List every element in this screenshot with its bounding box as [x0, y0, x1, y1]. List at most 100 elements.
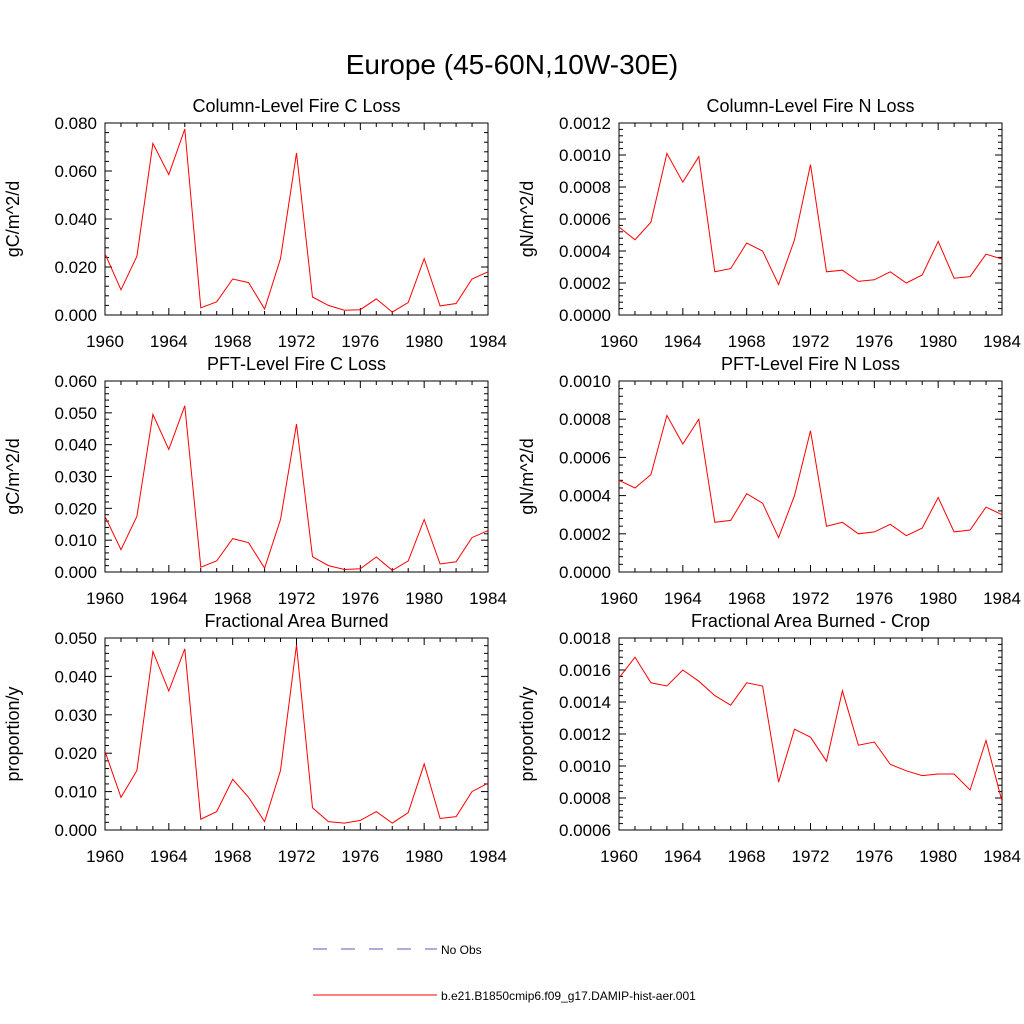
y-axis-label: gC/m^2/d	[3, 438, 23, 514]
y-tick-label: 0.050	[54, 629, 97, 648]
chart-panel: 1960 1964 1968 1972 1976 1980 1984 0.000 0.020 0.…	[3, 96, 507, 351]
y-axis-label: gC/m^2/d	[3, 181, 23, 257]
y-tick-label: 0.030	[54, 706, 97, 725]
y-tick-label: 0.040	[54, 210, 97, 229]
y-tick-label: 0.080	[54, 114, 97, 133]
y-tick-label: 0.0014	[559, 693, 611, 712]
series-line	[105, 405, 488, 572]
chart-panel: 1960 1964 1968 1972 1976 1980 1984 0.0000 0.0002…	[517, 96, 1021, 351]
series-line	[105, 128, 488, 313]
plot-frame	[618, 122, 1003, 316]
x-tick-label: 1980	[405, 332, 443, 351]
y-tick-label: 0.0008	[559, 789, 611, 808]
y-tick-label: 0.0006	[559, 210, 611, 229]
y-axis-label: gN/m^2/d	[517, 181, 537, 257]
legend-no-obs-label: No Obs	[441, 943, 482, 957]
y-tick-label: 0.000	[54, 563, 97, 582]
x-tick-label: 1972	[278, 847, 316, 866]
panel-title: PFT-Level Fire N Loss	[721, 354, 900, 374]
x-tick-label: 1964	[150, 332, 188, 351]
plot-frame	[104, 637, 489, 831]
x-tick-label: 1964	[664, 847, 702, 866]
y-tick-label: 0.020	[54, 499, 97, 518]
series-line	[105, 644, 488, 824]
x-tick-label: 1976	[855, 847, 893, 866]
y-axis-label: proportion/y	[517, 686, 537, 781]
chart-panel: 1960 1964 1968 1972 1976 1980 1984 0.0006 0.0008…	[517, 611, 1021, 866]
x-tick-label: 1960	[86, 332, 124, 351]
panel-title: Column-Level Fire C Loss	[192, 96, 400, 116]
x-tick-label: 1960	[86, 589, 124, 608]
y-tick-label: 0.0010	[559, 146, 611, 165]
panel-title: Fractional Area Burned - Crop	[691, 611, 930, 631]
x-tick-label: 1972	[792, 589, 830, 608]
x-tick-label: 1980	[405, 847, 443, 866]
x-tick-label: 1972	[278, 332, 316, 351]
x-tick-label: 1972	[792, 847, 830, 866]
x-tick-label: 1960	[600, 847, 638, 866]
x-tick-label: 1960	[600, 332, 638, 351]
plot-frame	[104, 380, 489, 573]
y-tick-label: 0.040	[54, 436, 97, 455]
y-tick-label: 0.0008	[559, 410, 611, 429]
y-tick-label: 0.0012	[559, 725, 611, 744]
x-tick-label: 1968	[728, 332, 766, 351]
y-tick-label: 0.000	[54, 306, 97, 325]
x-tick-label: 1980	[919, 847, 957, 866]
x-tick-label: 1976	[341, 589, 379, 608]
panel-title: PFT-Level Fire C Loss	[207, 354, 386, 374]
plot-frame	[618, 637, 1003, 831]
x-tick-label: 1968	[214, 589, 252, 608]
x-tick-label: 1984	[983, 332, 1021, 351]
plot-frame	[618, 380, 1003, 573]
y-tick-label: 0.0004	[559, 487, 611, 506]
chart-panel: 1960 1964 1968 1972 1976 1980 1984 0.0000 0.0002…	[517, 354, 1021, 608]
x-tick-label: 1976	[855, 589, 893, 608]
x-tick-label: 1964	[150, 589, 188, 608]
chart-panel: 1960 1964 1968 1972 1976 1980 1984 0.000 0.010 0.…	[3, 354, 507, 608]
x-tick-label: 1984	[469, 847, 507, 866]
y-tick-label: 0.060	[54, 372, 97, 391]
y-tick-label: 0.0000	[559, 306, 611, 325]
y-tick-label: 0.0004	[559, 242, 611, 261]
x-tick-label: 1964	[664, 589, 702, 608]
x-tick-label: 1972	[792, 332, 830, 351]
chart-panel: 1960 1964 1968 1972 1976 1980 1984 0.000 0.010 0.…	[3, 611, 507, 866]
figure-title: Europe (45-60N,10W-30E)	[345, 49, 679, 80]
series-line	[619, 152, 1002, 286]
y-tick-label: 0.0010	[559, 372, 611, 391]
x-tick-label: 1976	[855, 332, 893, 351]
y-tick-label: 0.0012	[559, 114, 611, 133]
y-tick-label: 0.0002	[559, 274, 611, 293]
y-tick-label: 0.020	[54, 258, 97, 277]
panel-title: Fractional Area Burned	[204, 611, 388, 631]
y-tick-label: 0.010	[54, 531, 97, 550]
y-axis-label: gN/m^2/d	[517, 438, 537, 514]
x-tick-label: 1968	[214, 332, 252, 351]
y-tick-label: 0.060	[54, 162, 97, 181]
x-tick-label: 1980	[405, 589, 443, 608]
x-tick-label: 1960	[86, 847, 124, 866]
y-tick-label: 0.030	[54, 468, 97, 487]
y-tick-label: 0.0010	[559, 757, 611, 776]
y-tick-label: 0.050	[54, 404, 97, 423]
y-tick-label: 0.020	[54, 744, 97, 763]
plot-frame	[104, 122, 489, 316]
x-tick-label: 1968	[728, 589, 766, 608]
x-tick-label: 1984	[469, 332, 507, 351]
x-tick-label: 1968	[728, 847, 766, 866]
x-tick-label: 1984	[469, 589, 507, 608]
y-axis-label: proportion/y	[3, 686, 23, 781]
y-tick-label: 0.0000	[559, 563, 611, 582]
series-line	[619, 656, 1002, 802]
x-tick-label: 1964	[150, 847, 188, 866]
series-line	[619, 414, 1002, 539]
y-tick-label: 0.0002	[559, 525, 611, 544]
x-tick-label: 1984	[983, 847, 1021, 866]
x-tick-label: 1964	[664, 332, 702, 351]
x-tick-label: 1980	[919, 332, 957, 351]
x-tick-label: 1976	[341, 847, 379, 866]
x-tick-label: 1976	[341, 332, 379, 351]
y-tick-label: 0.010	[54, 783, 97, 802]
